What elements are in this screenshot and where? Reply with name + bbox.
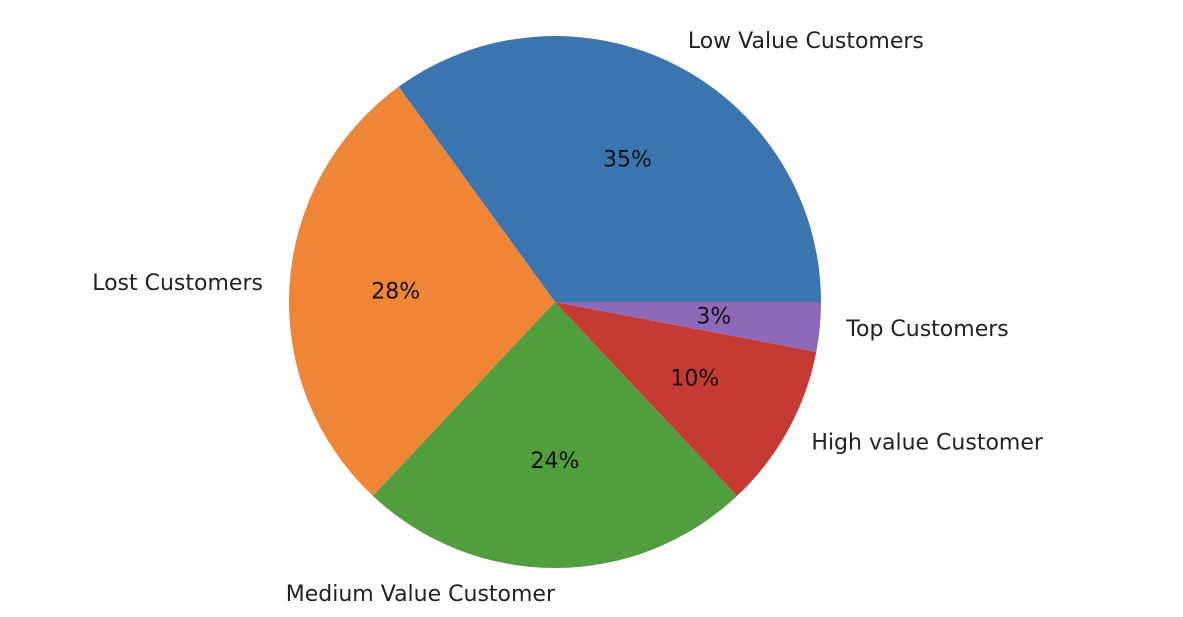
pie-slice-top-customers xyxy=(555,302,821,352)
pct-label-top-customers: 3% xyxy=(696,305,731,330)
pct-label-low-value-customers: 35% xyxy=(603,147,652,172)
percent-labels-layer: 35% 28% 24% 10% 3% xyxy=(371,147,731,474)
category-label-low-value-customers: Low Value Customers xyxy=(688,29,924,54)
category-label-high-value-customer: High value Customer xyxy=(811,430,1043,455)
category-label-top-customers: Top Customers xyxy=(845,317,1008,342)
category-label-medium-value-customer: Medium Value Customer xyxy=(286,582,556,607)
category-labels-layer: Low Value Customers Lost Customers Medium … xyxy=(92,29,1044,607)
pie-slice-low-value-customers xyxy=(398,35,821,302)
pct-label-high-value-customer: 10% xyxy=(670,366,719,391)
pct-label-lost-customers: 28% xyxy=(371,279,420,304)
pie-slice-high-value-customer xyxy=(555,302,817,496)
pie-slice-medium-value-customer xyxy=(372,302,738,569)
pie-slice-lost-customers xyxy=(288,86,555,496)
category-label-lost-customers: Lost Customers xyxy=(92,271,263,296)
slices-layer xyxy=(288,35,821,569)
pct-label-medium-value-customer: 24% xyxy=(531,449,580,474)
